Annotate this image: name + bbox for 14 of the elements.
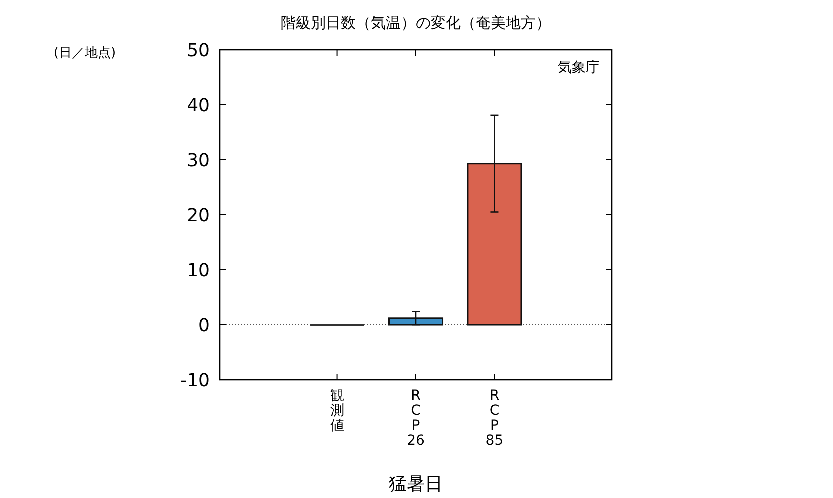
y-tick-label: 50 [187, 40, 210, 62]
x-axis-title: 猛暑日 [389, 474, 443, 495]
x-tick-label: RCP85 [486, 388, 504, 449]
y-tick-label: -10 [180, 370, 210, 392]
y-tick-label: 20 [187, 205, 210, 226]
y-tick-label: 0 [198, 315, 210, 336]
text: 気象庁 [558, 60, 600, 76]
x-tick-label: RCP26 [407, 388, 425, 449]
y-axis-title: (日／地点) [54, 46, 116, 61]
x-tick-label: 観測値 [330, 388, 344, 434]
y-tick-label: 40 [187, 95, 210, 116]
y-tick-label: 30 [187, 150, 210, 172]
chart-title: 階級別日数（気温）の変化（奄美地方） [281, 14, 551, 32]
y-tick-label: 10 [187, 260, 210, 282]
